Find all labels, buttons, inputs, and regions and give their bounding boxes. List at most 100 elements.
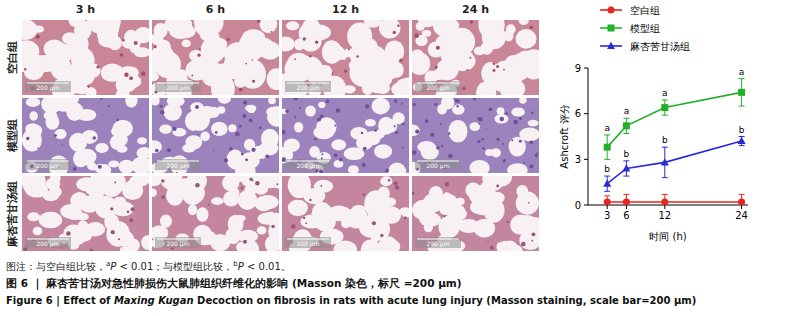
nucleus [363, 147, 367, 151]
alveolus [379, 20, 400, 39]
error-bar [662, 147, 668, 177]
nucleus [348, 48, 350, 50]
data-point [738, 89, 745, 96]
alveolus [294, 122, 303, 132]
alveolus [68, 44, 78, 55]
alveolus [388, 163, 407, 173]
error-bar [604, 176, 610, 191]
alveolus [50, 176, 61, 183]
nucleus [265, 154, 269, 158]
alveolus [523, 217, 539, 235]
nucleus [320, 185, 322, 187]
nucleus [365, 104, 369, 108]
alveolus [426, 198, 443, 212]
error-bar [739, 79, 745, 106]
alveolus [95, 143, 108, 153]
nucleus [197, 54, 200, 57]
caption-note-part: 图注：与空白组比较， [6, 261, 106, 272]
nucleus [252, 80, 255, 83]
alveolus [74, 20, 92, 40]
scale-box [415, 237, 461, 248]
alveolus [129, 40, 140, 53]
alveolus [438, 216, 459, 238]
alveolus [250, 146, 270, 159]
nucleus [448, 154, 452, 158]
micrograph [22, 98, 149, 173]
x-axis-label: 时间 (h) [649, 231, 686, 242]
alveolus [113, 120, 133, 138]
nucleus [434, 103, 437, 106]
alveolus [474, 46, 485, 55]
alveolus [137, 137, 147, 144]
row-label: 空白组 [6, 41, 19, 74]
nucleus [176, 172, 178, 173]
nucleus [249, 178, 252, 181]
nucleus [482, 147, 485, 150]
alveolus [160, 176, 182, 190]
nucleus [470, 20, 473, 23]
alveolus [494, 114, 508, 123]
nucleus [477, 140, 480, 143]
data-point [661, 104, 668, 111]
alveolus [258, 213, 278, 225]
alveolus [261, 129, 279, 149]
nucleus [257, 20, 260, 23]
alveolus [509, 137, 526, 157]
alveolus [125, 98, 137, 108]
nucleus [227, 38, 230, 41]
nucleus [332, 73, 334, 75]
nucleus [496, 185, 499, 188]
significance-label: b [624, 149, 630, 159]
nucleus [395, 186, 399, 190]
alveolus [29, 111, 38, 120]
error-bar [739, 194, 745, 205]
alveolus [338, 54, 347, 60]
significance-label: b [662, 135, 668, 145]
nucleus [528, 202, 530, 204]
nucleus [456, 105, 458, 107]
series-line [607, 92, 741, 147]
significance-label: a [739, 67, 745, 77]
nucleus [160, 110, 164, 114]
x-tick-label: 6 [623, 210, 629, 221]
scale-box [415, 81, 461, 92]
data-point [603, 179, 611, 186]
alveolus [117, 146, 128, 153]
nucleus [195, 105, 199, 109]
x-tick [664, 205, 665, 209]
alveolus [60, 64, 77, 81]
nucleus [412, 192, 414, 196]
nucleus [486, 128, 488, 130]
nucleus [519, 117, 522, 120]
alveolus [167, 98, 185, 107]
alveolus [139, 164, 149, 173]
alveolus [95, 201, 105, 210]
alveolus [288, 200, 308, 216]
alveolus [70, 192, 88, 210]
alveolus [349, 59, 363, 71]
alveolus [255, 196, 273, 211]
nucleus [334, 153, 338, 157]
nucleus [26, 137, 29, 140]
nucleus [294, 58, 296, 60]
scale-label: 200 μm [426, 162, 449, 170]
nucleus [235, 132, 240, 137]
micrograph [152, 98, 279, 173]
nucleus [496, 138, 499, 141]
alveolus [259, 20, 277, 33]
nucleus [61, 145, 63, 147]
data-point [738, 198, 745, 205]
micrograph [152, 20, 279, 95]
alveolus [303, 188, 325, 204]
alveolus [228, 124, 236, 132]
alveolus [211, 197, 223, 205]
alveolus [365, 198, 377, 212]
alveolus [428, 41, 444, 57]
alveolus [185, 135, 202, 149]
significance-label: a [604, 123, 610, 133]
scale-box [155, 81, 201, 92]
nucleus [326, 99, 330, 103]
scale-label: 200 μm [166, 240, 189, 248]
scale-label: 200 μm [296, 84, 319, 92]
nucleus [251, 59, 253, 61]
